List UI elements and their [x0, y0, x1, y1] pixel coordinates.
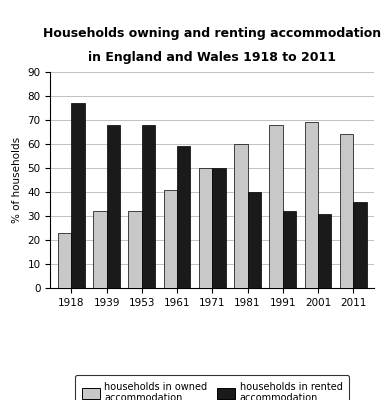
Bar [93, 211, 107, 288]
Bar [234, 144, 247, 288]
Bar [212, 168, 226, 288]
Bar [142, 125, 155, 288]
Y-axis label: % of households: % of households [12, 137, 22, 223]
Bar [164, 190, 177, 288]
Bar [58, 233, 71, 288]
Legend: households in owned
accommodation, households in rented
accommodation: households in owned accommodation, house… [75, 375, 349, 400]
Bar [247, 192, 261, 288]
Bar [340, 134, 353, 288]
Bar [318, 214, 332, 288]
Bar [71, 103, 85, 288]
Bar [129, 211, 142, 288]
Bar [107, 125, 120, 288]
Text: Households owning and renting accommodation: Households owning and renting accommodat… [43, 27, 381, 40]
Bar [199, 168, 212, 288]
Bar [269, 125, 283, 288]
Bar [305, 122, 318, 288]
Bar [177, 146, 190, 288]
Bar [353, 202, 367, 288]
Text: in England and Wales 1918 to 2011: in England and Wales 1918 to 2011 [88, 51, 336, 64]
Bar [283, 211, 296, 288]
